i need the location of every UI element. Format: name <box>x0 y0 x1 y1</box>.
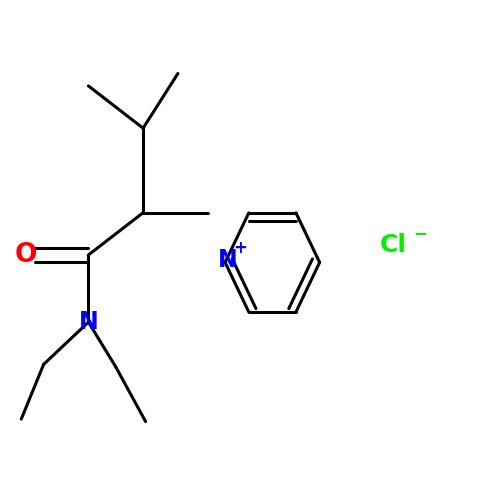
Text: Cl: Cl <box>380 233 406 257</box>
Text: N: N <box>218 248 238 272</box>
Text: −: − <box>413 224 427 242</box>
Text: O: O <box>15 242 38 268</box>
Text: N: N <box>78 310 98 334</box>
Text: +: + <box>233 238 247 256</box>
